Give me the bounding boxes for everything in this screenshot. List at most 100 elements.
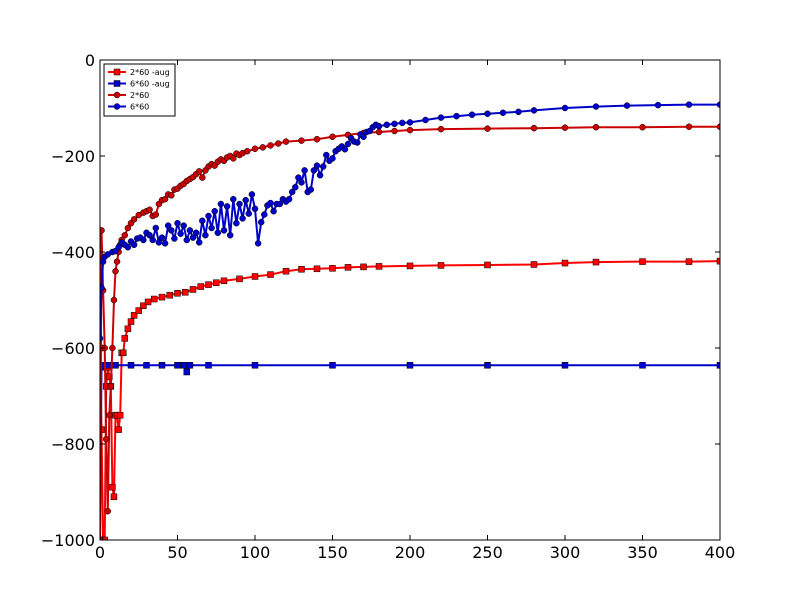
data-point [116, 411, 124, 419]
data-point [375, 263, 383, 270]
data-point [189, 234, 197, 241]
data-point [100, 227, 105, 234]
data-point [220, 227, 228, 234]
data-point [236, 275, 243, 283]
data-point [183, 368, 191, 376]
data-point [213, 279, 220, 286]
y-tick-label: −800 [51, 435, 95, 454]
legend-label: 2*60 -aug [130, 68, 170, 77]
data-point [654, 101, 662, 109]
data-point [592, 258, 600, 266]
data-point [161, 195, 169, 203]
data-point [205, 362, 212, 369]
data-point [437, 262, 445, 269]
data-point [716, 257, 720, 265]
data-point [230, 155, 237, 162]
x-tick-label: 250 [472, 543, 503, 562]
data-point [323, 151, 330, 159]
y-tick-label: 0 [85, 51, 95, 70]
data-point [341, 146, 349, 153]
data-point [292, 183, 299, 191]
data-point [144, 298, 152, 306]
data-point [120, 349, 127, 357]
data-point [561, 104, 569, 112]
legend-entry: 2*60 [108, 91, 149, 100]
data-point [344, 140, 352, 148]
legend-marker [113, 103, 121, 110]
data-point [106, 411, 113, 419]
data-point [233, 219, 240, 227]
data-point [217, 200, 225, 208]
data-point [130, 216, 138, 223]
data-point [192, 229, 200, 237]
data-point [530, 261, 538, 268]
data-point [360, 133, 367, 141]
data-point [205, 212, 212, 220]
data-point [112, 267, 119, 275]
data-point [254, 240, 262, 247]
data-point [189, 286, 197, 293]
data-point [391, 127, 398, 135]
data-point [406, 126, 414, 134]
legend: 2*60 -aug 6*60 -aug 2*60 6*60 [103, 63, 176, 117]
data-point [100, 536, 104, 540]
data-point [251, 145, 259, 153]
data-point [109, 344, 116, 352]
data-point [202, 231, 209, 239]
data-point [127, 318, 135, 325]
data-point [113, 258, 121, 265]
legend-label: 6*60 -aug [130, 80, 170, 89]
data-point [298, 266, 305, 273]
data-point [158, 362, 166, 369]
data-point [124, 325, 132, 333]
data-point [177, 230, 184, 238]
data-point [174, 290, 181, 297]
data-point [251, 362, 259, 369]
data-point [102, 435, 110, 443]
data-point [329, 133, 336, 141]
data-point [186, 362, 194, 369]
data-point [685, 258, 693, 265]
y-tick-label: −200 [51, 147, 95, 166]
data-point [106, 373, 113, 381]
data-point [329, 265, 336, 272]
data-point [143, 362, 150, 369]
data-point [561, 124, 569, 131]
legend-entry: 6*60 -aug [108, 80, 170, 89]
legend-entry: 6*60 [108, 103, 149, 112]
x-tick-label: 200 [395, 543, 426, 562]
data-point [639, 258, 646, 265]
data-point [195, 239, 203, 246]
data-point [282, 267, 290, 275]
data-point [220, 277, 228, 285]
data-point [298, 179, 305, 186]
data-point [140, 236, 147, 244]
data-point [205, 281, 212, 288]
data-point [110, 296, 118, 304]
legend-marker [113, 80, 121, 87]
data-point [468, 111, 476, 118]
data-point [685, 123, 693, 130]
data-point [135, 307, 142, 314]
x-tick-label: 100 [240, 543, 271, 562]
data-point [530, 124, 538, 132]
data-point [313, 162, 321, 169]
data-point [484, 110, 491, 118]
data-point [140, 302, 147, 310]
data-point [180, 362, 187, 369]
data-point [399, 119, 406, 127]
legend-label: 2*60 [130, 91, 149, 100]
data-point [127, 362, 135, 369]
data-point [121, 231, 129, 239]
data-point [267, 142, 274, 149]
data-point [639, 123, 646, 131]
data-point [295, 174, 302, 181]
data-point [155, 239, 163, 246]
data-point [406, 362, 414, 369]
data-point [561, 362, 569, 369]
y-tick-label: −600 [51, 339, 95, 358]
data-point [484, 362, 491, 369]
data-point [319, 163, 327, 170]
data-point [375, 128, 383, 136]
